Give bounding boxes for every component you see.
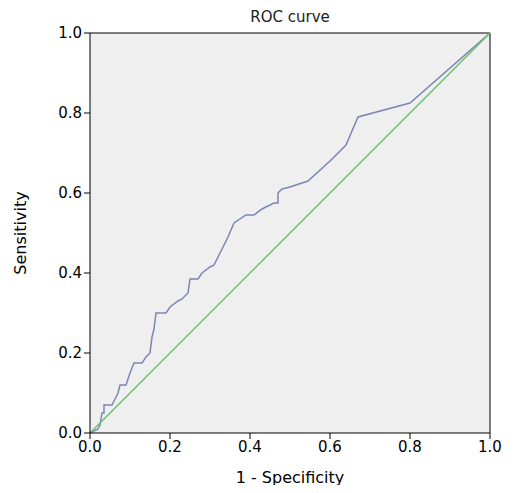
svg-text:1.0: 1.0 bbox=[478, 438, 502, 456]
svg-text:0.0: 0.0 bbox=[78, 437, 102, 456]
svg-text:0.6: 0.6 bbox=[58, 184, 82, 202]
svg-text:0.8: 0.8 bbox=[398, 438, 422, 456]
svg-text:1.0: 1.0 bbox=[58, 24, 82, 42]
svg-text:0.6: 0.6 bbox=[318, 438, 342, 456]
svg-text:0.8: 0.8 bbox=[58, 104, 82, 122]
svg-text:0.4: 0.4 bbox=[238, 438, 262, 456]
svg-text:1 - Specificity: 1 - Specificity bbox=[236, 468, 345, 485]
svg-text:Sensitivity: Sensitivity bbox=[11, 191, 30, 274]
svg-text:0.0: 0.0 bbox=[58, 424, 82, 442]
html-text:ROC curve: ROC curve bbox=[250, 8, 330, 26]
svg-text:0.4: 0.4 bbox=[58, 264, 82, 282]
svg-text:0.2: 0.2 bbox=[58, 344, 82, 362]
svg-text:0.2: 0.2 bbox=[158, 438, 182, 456]
